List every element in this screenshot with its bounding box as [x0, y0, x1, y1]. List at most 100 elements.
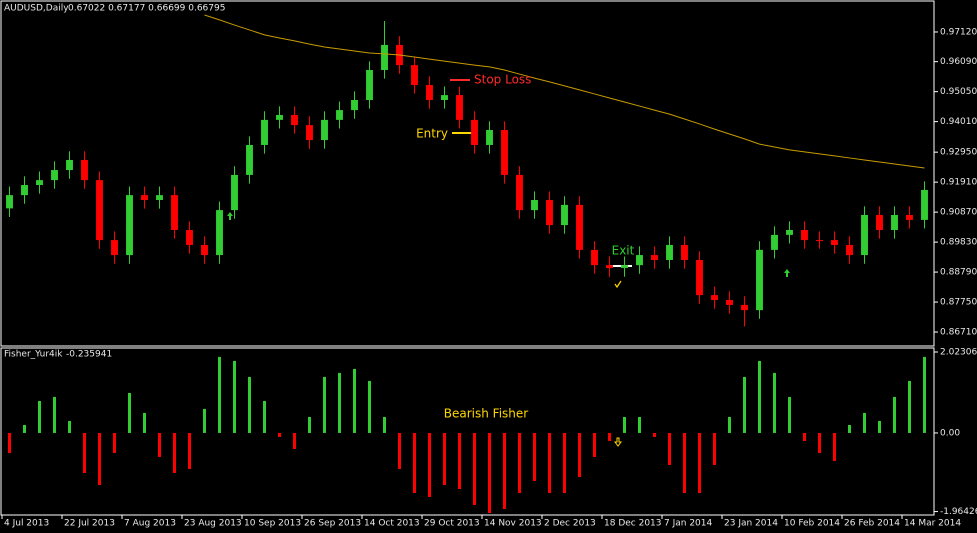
candle-body	[801, 229, 808, 241]
candle-body	[621, 265, 628, 269]
y-tick-label: 0.97120	[940, 27, 977, 37]
candle-body	[201, 244, 208, 256]
fisher-bar	[473, 432, 476, 505]
x-tick-label: 18 Dec 2013	[604, 519, 662, 529]
candle-body	[891, 215, 898, 230]
candle-body	[471, 119, 478, 145]
fisher-bar	[308, 416, 311, 433]
candle-body	[831, 240, 838, 245]
fisher-bar	[923, 356, 926, 433]
fisher-bar	[233, 360, 236, 433]
candle-body	[636, 255, 643, 266]
fisher-bar	[263, 400, 266, 433]
candle-body	[531, 200, 538, 211]
candle-body	[906, 215, 913, 220]
candle-body	[381, 44, 388, 71]
x-tick-label: 29 Oct 2013	[424, 519, 480, 529]
y-tick-label: 0.92950	[940, 148, 977, 158]
fisher-bar	[773, 372, 776, 433]
fisher-bar	[368, 380, 371, 433]
fisher-bar	[128, 392, 131, 433]
fisher-bar	[488, 432, 491, 513]
fisher-bar	[893, 396, 896, 433]
x-tick-label: 26 Feb 2014	[844, 519, 900, 529]
fisher-bar	[53, 396, 56, 433]
annotation: Stop Loss	[474, 73, 531, 87]
fisher-bar	[818, 432, 821, 453]
candle-body	[771, 234, 778, 250]
y-tick-label: 0.86710	[940, 328, 977, 338]
fisher-bar	[533, 432, 536, 481]
x-tick-label: 23 Jan 2014	[724, 519, 778, 529]
fisher-bar	[428, 432, 431, 497]
x-tick-label: 23 Aug 2013	[184, 519, 242, 529]
fisher-bar	[323, 376, 326, 433]
y-tick-label: 0.88790	[940, 268, 977, 278]
fisher-bar	[113, 432, 116, 453]
fisher-bar	[98, 432, 101, 485]
y-tick-label: 2.023062	[940, 347, 977, 357]
x-tick-label: 22 Jul 2013	[64, 519, 115, 529]
fisher-bar	[23, 424, 26, 433]
candle-body	[756, 249, 763, 311]
candle-body	[921, 189, 928, 220]
candle-body	[216, 210, 223, 256]
candle-body	[861, 215, 868, 256]
y-tick-label: 0.90870	[940, 208, 977, 218]
candle-body	[66, 159, 73, 171]
candle-body	[711, 295, 718, 301]
y-tick-label: 0.91910	[940, 178, 977, 188]
candle-body	[141, 195, 148, 201]
x-tick-label: 14 Mar 2014	[904, 519, 961, 529]
fisher-bar	[668, 432, 671, 465]
indicator-title: Fisher_Yur4ik	[4, 350, 63, 360]
fisher-bar	[203, 408, 206, 433]
fisher-bar	[743, 376, 746, 433]
fisher-bar	[638, 416, 641, 433]
exit-check	[614, 280, 622, 289]
candle-body	[336, 110, 343, 120]
y-tick-label: -1.964268	[940, 507, 977, 517]
y-tick-label: 0.95050	[940, 87, 977, 97]
fisher-bar	[413, 432, 416, 493]
candle-body	[51, 170, 58, 181]
candle-body	[36, 180, 43, 186]
fisher-bar	[728, 416, 731, 433]
fisher-bar	[353, 368, 356, 433]
candle-body	[561, 204, 568, 226]
moving-average	[204, 14, 925, 169]
fisher-bar	[713, 432, 716, 465]
fisher-bar	[38, 400, 41, 433]
candle-body	[171, 195, 178, 230]
main-frame	[0, 0, 935, 347]
fisher-bar	[623, 416, 626, 433]
candle-body	[426, 85, 433, 100]
candle-body	[576, 204, 583, 250]
fisher-bar	[293, 432, 296, 449]
candle-body	[816, 240, 823, 242]
annotation: Bearish Fisher	[444, 407, 529, 421]
candle-body	[81, 159, 88, 181]
fisher-bar	[698, 432, 701, 493]
candle-body	[246, 144, 253, 175]
candle-body	[786, 229, 793, 235]
indicator-frame	[0, 347, 935, 516]
fisher-bar	[458, 432, 461, 489]
candle-body	[516, 174, 523, 211]
y-tick-label: 0.89830	[940, 238, 977, 248]
fisher-bar	[68, 420, 71, 433]
candle-body	[486, 129, 493, 145]
fisher-bar	[848, 424, 851, 433]
annotation: Exit	[612, 244, 635, 258]
candle-body	[291, 114, 298, 126]
candle-body	[666, 244, 673, 260]
candle-body	[546, 200, 553, 226]
fisher-bar	[158, 432, 161, 457]
buy-arrow	[784, 269, 790, 277]
fisher-bar	[758, 360, 761, 433]
fisher-bar	[338, 372, 341, 433]
candle-body	[501, 129, 508, 175]
x-tick-label: 7 Aug 2013	[124, 519, 176, 529]
candle-body	[591, 249, 598, 266]
